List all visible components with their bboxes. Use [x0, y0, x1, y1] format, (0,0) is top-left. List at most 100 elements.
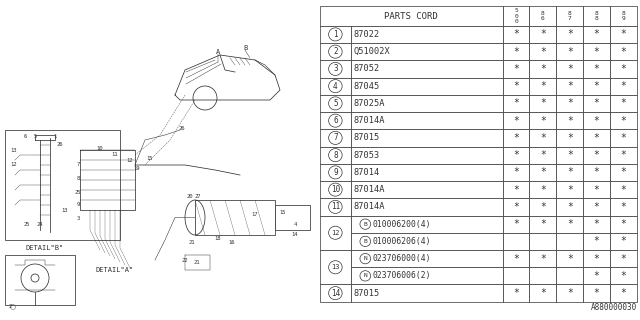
- Text: 87052: 87052: [354, 64, 380, 73]
- Bar: [529, 215, 556, 233]
- Text: *: *: [513, 254, 519, 264]
- Bar: [320, 129, 351, 147]
- Text: 87014: 87014: [354, 168, 380, 177]
- Bar: [556, 43, 583, 60]
- Text: *: *: [513, 150, 519, 160]
- Bar: [502, 95, 529, 112]
- Text: *: *: [620, 254, 627, 264]
- Bar: [502, 250, 529, 267]
- Bar: [320, 77, 351, 95]
- Text: *: *: [620, 116, 627, 126]
- Text: 2: 2: [333, 47, 338, 56]
- Text: 010006200(4): 010006200(4): [372, 220, 431, 228]
- Bar: [583, 129, 610, 147]
- Text: *: *: [620, 64, 627, 74]
- Text: 11: 11: [112, 153, 118, 157]
- Text: *: *: [593, 167, 600, 177]
- Bar: [529, 112, 556, 129]
- Bar: [583, 147, 610, 164]
- Text: 7: 7: [76, 163, 79, 167]
- Bar: [502, 60, 529, 77]
- Bar: [320, 284, 351, 302]
- Text: B: B: [243, 45, 247, 51]
- Text: *: *: [540, 98, 546, 108]
- Bar: [583, 284, 610, 302]
- Text: 3: 3: [76, 215, 79, 220]
- Text: 8
6: 8 6: [541, 11, 545, 21]
- Text: 8
8: 8 8: [595, 11, 598, 21]
- Text: *: *: [620, 47, 627, 57]
- Bar: [583, 198, 610, 215]
- Bar: [351, 267, 502, 284]
- Bar: [529, 43, 556, 60]
- Text: *: *: [567, 29, 573, 39]
- Bar: [320, 147, 351, 164]
- Bar: [529, 26, 556, 43]
- Text: 023706006(2): 023706006(2): [372, 271, 431, 280]
- Text: 20: 20: [187, 195, 193, 199]
- Bar: [610, 284, 637, 302]
- Text: 7: 7: [333, 133, 338, 142]
- Text: *: *: [567, 185, 573, 195]
- Text: *: *: [513, 167, 519, 177]
- Text: 12: 12: [11, 163, 17, 167]
- Bar: [583, 6, 610, 26]
- Text: 21: 21: [189, 241, 195, 245]
- Text: *: *: [593, 219, 600, 229]
- Bar: [529, 164, 556, 181]
- Bar: [529, 95, 556, 112]
- Text: 13: 13: [11, 148, 17, 153]
- Text: *: *: [540, 288, 546, 298]
- Text: 17: 17: [252, 212, 259, 218]
- Bar: [583, 43, 610, 60]
- Bar: [556, 284, 583, 302]
- Text: 8: 8: [76, 175, 79, 180]
- Text: *: *: [567, 167, 573, 177]
- Text: 16: 16: [228, 239, 236, 244]
- Bar: [583, 95, 610, 112]
- Bar: [583, 215, 610, 233]
- Text: 6: 6: [333, 116, 338, 125]
- Bar: [610, 147, 637, 164]
- Text: 87045: 87045: [354, 82, 380, 91]
- Text: *: *: [567, 219, 573, 229]
- Text: 87014A: 87014A: [354, 116, 385, 125]
- Bar: [556, 6, 583, 26]
- Bar: [275, 205, 310, 230]
- Bar: [351, 215, 502, 233]
- Text: *: *: [593, 29, 600, 39]
- Bar: [502, 6, 529, 26]
- Text: 14: 14: [331, 289, 340, 298]
- Bar: [610, 267, 637, 284]
- Text: 87015: 87015: [354, 133, 380, 142]
- Text: *: *: [567, 288, 573, 298]
- Bar: [5, 130, 120, 240]
- Text: *: *: [567, 150, 573, 160]
- Text: *: *: [540, 254, 546, 264]
- Bar: [610, 26, 637, 43]
- Bar: [556, 164, 583, 181]
- Text: 87014A: 87014A: [354, 185, 385, 194]
- Bar: [320, 215, 351, 250]
- Bar: [610, 250, 637, 267]
- Bar: [610, 112, 637, 129]
- Text: DETAIL"A": DETAIL"A": [96, 267, 134, 273]
- Text: *: *: [593, 81, 600, 91]
- Text: *: *: [620, 98, 627, 108]
- Text: *: *: [540, 167, 546, 177]
- Bar: [351, 77, 502, 95]
- Text: 1: 1: [333, 30, 338, 39]
- Text: *: *: [540, 219, 546, 229]
- Bar: [351, 164, 502, 181]
- Text: 5
0
0: 5 0 0: [514, 8, 518, 24]
- Text: *: *: [513, 81, 519, 91]
- Text: *: *: [593, 47, 600, 57]
- Bar: [529, 284, 556, 302]
- Text: 24: 24: [36, 222, 44, 228]
- Text: *: *: [567, 98, 573, 108]
- Text: *: *: [540, 116, 546, 126]
- Text: *: *: [567, 202, 573, 212]
- Text: 87015: 87015: [354, 289, 380, 298]
- Bar: [502, 112, 529, 129]
- Text: 3: 3: [333, 64, 338, 73]
